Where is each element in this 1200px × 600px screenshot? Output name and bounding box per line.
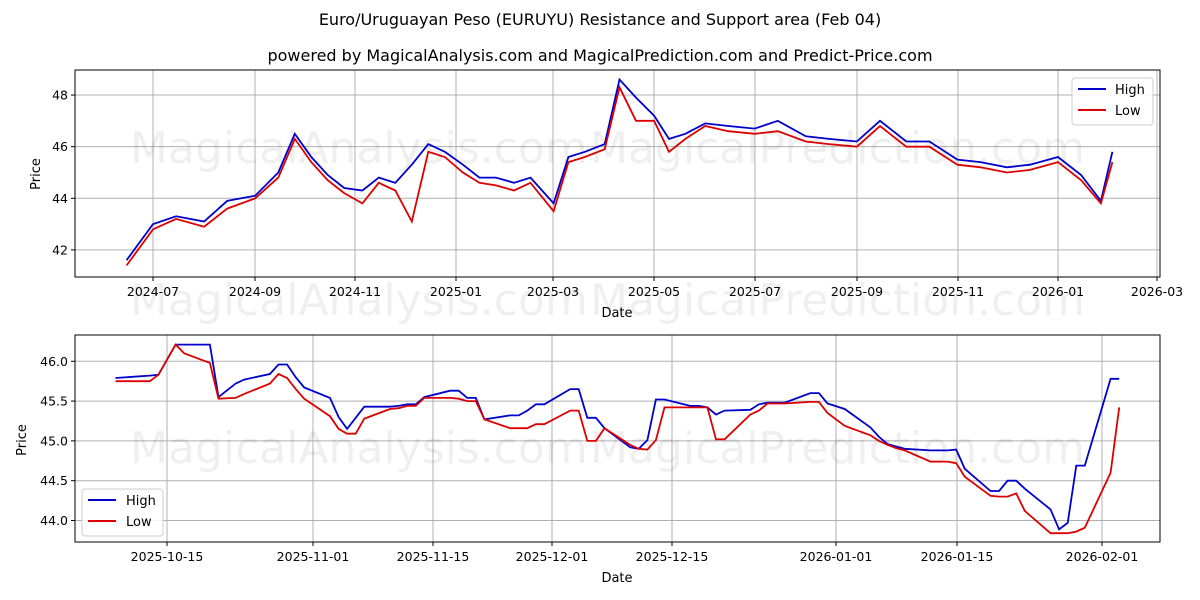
bottom-x-axis-label: Date bbox=[601, 571, 632, 586]
y-tick-label: 46.0 bbox=[40, 354, 68, 369]
y-tick-label: 48 bbox=[52, 88, 68, 103]
watermark-top-right-2: MagicalPrediction.com bbox=[590, 275, 1085, 326]
top-legend-high-label: High bbox=[1115, 83, 1145, 98]
x-tick-label: 2025-11-01 bbox=[277, 549, 350, 564]
chart-title: Euro/Uruguayan Peso (EURUYU) Resistance … bbox=[318, 10, 882, 29]
bottom-high-line bbox=[115, 343, 1120, 531]
bottom-y-axis-label: Price bbox=[15, 424, 30, 456]
top-x-axis-label: Date bbox=[601, 306, 632, 321]
x-tick-label: 2025-11 bbox=[932, 284, 984, 299]
x-tick-label: 2026-01 bbox=[1032, 284, 1084, 299]
y-tick-label: 46 bbox=[52, 139, 68, 154]
top-legend: High Low bbox=[1071, 77, 1154, 126]
x-tick-label: 2026-03 bbox=[1131, 284, 1183, 299]
x-tick-label: 2025-12-15 bbox=[636, 549, 709, 564]
top-legend-low-label: Low bbox=[1115, 104, 1141, 119]
watermark-bottom-right: MagicalPrediction.com bbox=[590, 423, 1085, 474]
chart-subtitle: powered by MagicalAnalysis.com and Magic… bbox=[267, 46, 933, 65]
x-tick-label: 2025-11-15 bbox=[397, 549, 470, 564]
x-tick-label: 2025-09 bbox=[831, 284, 883, 299]
x-tick-label: 2025-01 bbox=[430, 284, 482, 299]
bottom-low-line bbox=[115, 343, 1121, 535]
x-tick-label: 2024-07 bbox=[127, 284, 179, 299]
bottom-axis-ticks: 44.0 44.5 45.0 45.5 46.0 2025-10-15 2025-11-01… bbox=[40, 354, 1138, 564]
top-high-line bbox=[125, 77, 1114, 261]
y-tick-label: 42 bbox=[52, 242, 68, 257]
x-tick-label: 2025-07 bbox=[729, 284, 781, 299]
y-tick-label: 45.5 bbox=[40, 394, 68, 409]
y-tick-label: 44 bbox=[52, 191, 68, 206]
watermark-top-left-2: MagicalAnalysis.com bbox=[130, 275, 588, 326]
bottom-legend-high-label: High bbox=[126, 494, 156, 509]
x-tick-label: 2026-01-15 bbox=[921, 549, 994, 564]
top-plot-frame bbox=[74, 69, 1161, 278]
x-tick-label: 2024-11 bbox=[329, 284, 381, 299]
top-chart: MagicalAnalysis.com MagicalPrediction.co… bbox=[29, 69, 1183, 326]
bottom-legend: High Low bbox=[81, 488, 164, 537]
top-y-axis-label: Price bbox=[29, 158, 44, 190]
x-tick-label: 2026-02-01 bbox=[1066, 549, 1139, 564]
x-tick-label: 2025-10-15 bbox=[131, 549, 204, 564]
x-tick-label: 2025-03 bbox=[527, 284, 579, 299]
bottom-legend-low-label: Low bbox=[126, 515, 152, 530]
y-tick-label: 45.0 bbox=[40, 433, 68, 448]
y-tick-label: 44.5 bbox=[40, 473, 68, 488]
x-tick-label: 2026-01-01 bbox=[800, 549, 873, 564]
top-axis-ticks: 42 44 46 48 2024-07 2024-09 2024-11 2025-01 2025… bbox=[52, 88, 1183, 299]
bottom-chart: MagicalAnalysis.com MagicalPrediction.co… bbox=[15, 334, 1161, 586]
x-tick-label: 2025-05 bbox=[628, 284, 680, 299]
watermark-top-left-1: MagicalAnalysis.com bbox=[130, 123, 588, 174]
bottom-plot-frame bbox=[74, 334, 1161, 543]
top-low-line bbox=[125, 84, 1114, 266]
y-tick-label: 44.0 bbox=[40, 513, 68, 528]
watermark-bottom-left: MagicalAnalysis.com bbox=[130, 423, 588, 474]
x-tick-label: 2025-12-01 bbox=[516, 549, 589, 564]
x-tick-label: 2024-09 bbox=[229, 284, 281, 299]
